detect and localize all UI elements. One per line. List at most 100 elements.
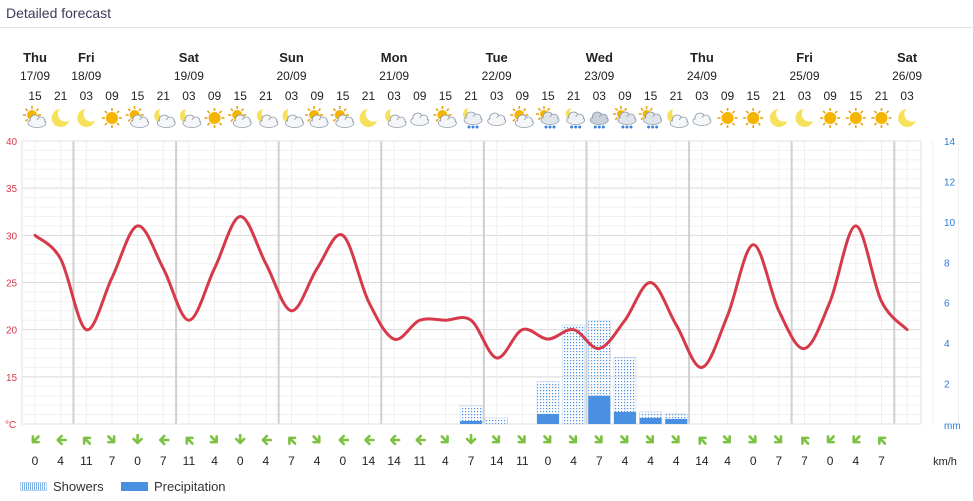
- legend-label-precipitation: Precipitation: [154, 479, 226, 494]
- cloud-icon: [410, 112, 430, 126]
- hour-label: 09: [208, 89, 222, 103]
- wind-speed-label: 0: [827, 454, 834, 468]
- sun-icon: [204, 108, 225, 128]
- wind-arrow-icon: [748, 435, 757, 444]
- wind-arrow-icon: [56, 434, 67, 446]
- wind-arrow-icon: [801, 436, 810, 445]
- sun-icon: [717, 108, 738, 128]
- wind-arrow-icon: [312, 435, 321, 444]
- sun-cloud-icon: [305, 106, 329, 128]
- wind-arrow-icon: [594, 435, 603, 444]
- wind-speed-label: 11: [183, 454, 196, 468]
- hour-label: 15: [336, 89, 350, 103]
- wind-arrow-icon: [852, 435, 861, 444]
- wind-speed-label: 7: [160, 454, 167, 468]
- wind-speed-label: 14: [490, 454, 504, 468]
- wind-speed-label: 0: [750, 454, 757, 468]
- sun-icon: [871, 108, 892, 128]
- wind-speed-label: 11: [516, 454, 529, 468]
- y-tick-label: 15: [6, 373, 18, 384]
- wind-unit-label: km/h: [933, 456, 957, 468]
- wind-speed-label: 4: [852, 454, 859, 468]
- wind-speed-label: 11: [414, 454, 427, 468]
- hour-label: 03: [695, 89, 709, 103]
- precipitation-bar: [588, 395, 611, 424]
- panel-header: Detailed forecast: [0, 0, 973, 28]
- hour-label: 03: [387, 89, 401, 103]
- wind-speed-label: 7: [596, 454, 603, 468]
- hour-label: 03: [593, 89, 607, 103]
- wind-arrow-icon: [338, 434, 350, 446]
- day-date: 22/09: [482, 69, 512, 83]
- precip-axis-unit: mm: [944, 421, 961, 432]
- precipitation-bar: [537, 413, 559, 424]
- sun-icon: [845, 108, 866, 128]
- wind-arrow-icon: [415, 434, 427, 446]
- wind-arrow-icon: [389, 434, 401, 446]
- legend-item-precipitation[interactable]: Precipitation: [121, 479, 226, 494]
- wind-arrow-icon: [517, 435, 526, 444]
- wind-speed-label: 4: [724, 454, 731, 468]
- moon-icon: [769, 106, 792, 127]
- cloud-icon: [487, 112, 507, 126]
- wind-arrow-icon: [440, 435, 449, 444]
- hour-label: 15: [747, 89, 761, 103]
- hour-label: 15: [131, 89, 145, 103]
- wind-arrow-icon: [261, 434, 273, 446]
- wind-speed-label: 4: [57, 454, 64, 468]
- precip-tick-label: 10: [944, 218, 956, 229]
- wind-arrow-icon: [774, 435, 783, 444]
- weather-icons: [23, 106, 920, 129]
- wind-arrow-icon: [158, 434, 170, 446]
- wind-speed-label: 4: [673, 454, 680, 468]
- day-name: Thu: [23, 50, 47, 65]
- hour-label: 21: [54, 89, 68, 103]
- wind-speed-label: 4: [647, 454, 654, 468]
- day-date: 21/09: [379, 69, 409, 83]
- day-date: 18/09: [71, 69, 101, 83]
- y-tick-label: 35: [6, 184, 18, 195]
- precip-tick-label: 8: [944, 258, 950, 269]
- day-name: Thu: [690, 50, 714, 65]
- y-tick-label: 25: [6, 279, 18, 290]
- sun-cloud-icon: [125, 106, 150, 128]
- precipitation-swatch: [121, 482, 148, 491]
- sun-icon: [101, 108, 122, 128]
- precip-tick-label: 14: [944, 137, 956, 148]
- legend-item-showers[interactable]: Showers: [20, 479, 104, 494]
- y-axis-unit: °C: [5, 420, 16, 431]
- day-date: 25/09: [789, 69, 819, 83]
- moon-rain-icon: [565, 106, 586, 129]
- wind-arrow-icon: [288, 436, 297, 445]
- wind-arrow-icon: [568, 435, 578, 444]
- grid: [21, 140, 959, 425]
- precipitation-bar: [639, 417, 662, 424]
- wind-arrow-icon: [31, 435, 40, 444]
- temperature-line: [33, 214, 909, 369]
- sun-rain-icon: [638, 106, 662, 129]
- wind-speed-label: 11: [80, 454, 93, 468]
- cloud-rain-icon: [589, 111, 609, 129]
- hour-label: 21: [259, 89, 273, 103]
- day-date: 17/09: [20, 69, 50, 83]
- wind-speed-label: 14: [695, 454, 709, 468]
- precip-tick-label: 12: [944, 177, 956, 188]
- moon-icon: [77, 106, 99, 127]
- hour-label: 09: [310, 89, 324, 103]
- hour-label: 15: [541, 89, 555, 103]
- wind-arrow-icon: [209, 435, 218, 444]
- wind-arrow-icon: [234, 433, 246, 445]
- wind-arrow-icon: [82, 436, 92, 445]
- moon-cloud-icon: [282, 106, 304, 128]
- wind-speed-label: 4: [622, 454, 629, 468]
- day-name: Fri: [78, 50, 95, 65]
- hour-label: 09: [105, 89, 119, 103]
- legend-label-showers: Showers: [53, 479, 104, 494]
- hour-label: 21: [464, 89, 478, 103]
- showers-bar: [562, 324, 585, 425]
- wind-speed-label: 4: [314, 454, 321, 468]
- temperature-series: [33, 214, 909, 369]
- sun-cloud-icon: [330, 106, 355, 128]
- wind-speed-label: 7: [878, 454, 885, 468]
- sun-cloud-icon: [433, 106, 457, 128]
